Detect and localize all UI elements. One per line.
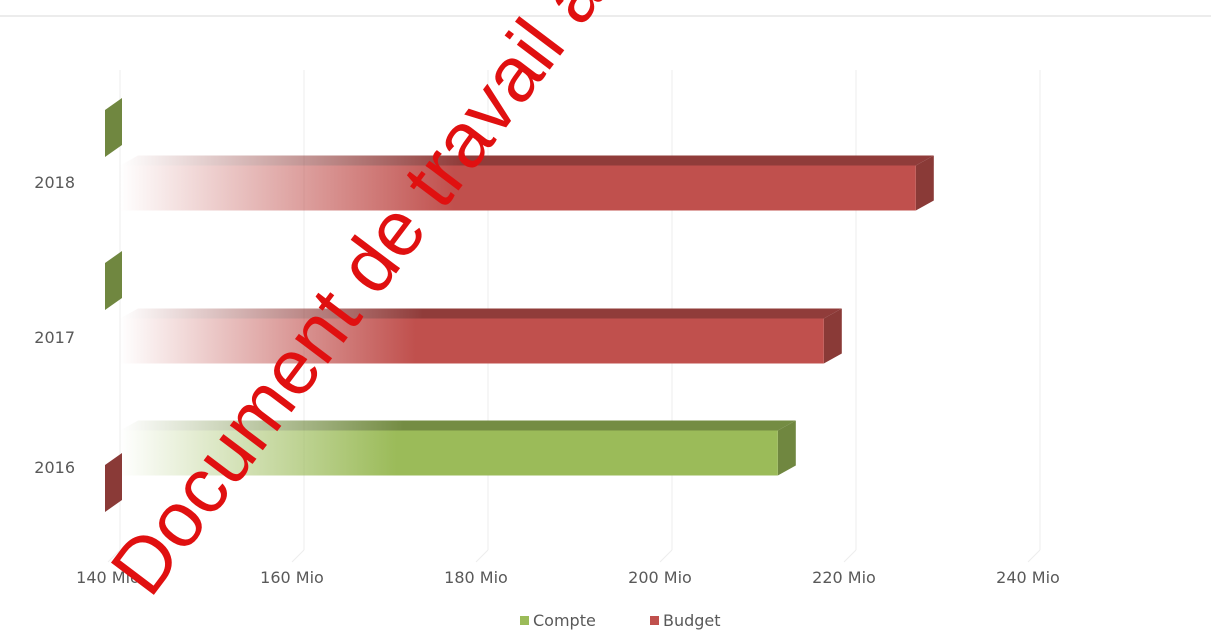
x-tick-label: 160 Mio bbox=[260, 568, 324, 587]
x-tick-label: 220 Mio bbox=[812, 568, 876, 587]
bar-top-face bbox=[120, 308, 842, 319]
legend-label: Budget bbox=[663, 611, 721, 630]
bars bbox=[120, 155, 934, 476]
gridline-floor-140 bbox=[107, 549, 121, 563]
gridline-floor-220 bbox=[843, 549, 857, 563]
x-tick-label: 180 Mio bbox=[444, 568, 508, 587]
x-tick-labels: 140 Mio 160 Mio 180 Mio 200 Mio 220 Mio 240 M… bbox=[76, 568, 1060, 587]
x-tick-label: 240 Mio bbox=[996, 568, 1060, 587]
legend-swatch-compte bbox=[520, 616, 529, 625]
bar-side-face bbox=[777, 420, 796, 476]
x-tick-label: 140 Mio bbox=[76, 568, 140, 587]
x-tick-label: 200 Mio bbox=[628, 568, 692, 587]
watermark-text: Document de travail à l bbox=[93, 0, 643, 610]
category-label: 2016 bbox=[34, 458, 75, 477]
category-label: 2018 bbox=[34, 173, 75, 192]
gridline-floor-200 bbox=[659, 549, 673, 563]
gridline-floor-160 bbox=[291, 549, 305, 563]
bar-side-face bbox=[915, 155, 934, 211]
bar-top-face bbox=[120, 155, 934, 166]
bar-budget-2017 bbox=[120, 318, 824, 364]
empty-sliver-budget bbox=[105, 453, 122, 512]
category-label: 2017 bbox=[34, 328, 75, 347]
legend-swatch-budget bbox=[650, 616, 659, 625]
empty-series-slivers bbox=[105, 98, 122, 512]
bar-top-face bbox=[120, 420, 796, 431]
gridline-floor-240 bbox=[1027, 549, 1041, 563]
legend: Compte Budget bbox=[520, 611, 721, 630]
category-labels: 2016 2017 2018 bbox=[34, 173, 75, 477]
bar-compte-2016 bbox=[120, 430, 778, 476]
bar-budget-2018 bbox=[120, 165, 916, 211]
empty-sliver-compte bbox=[105, 98, 122, 157]
gridline-floor-180 bbox=[475, 549, 489, 563]
empty-sliver-compte bbox=[105, 251, 122, 310]
bar-side-face bbox=[823, 308, 842, 364]
legend-label: Compte bbox=[533, 611, 596, 630]
